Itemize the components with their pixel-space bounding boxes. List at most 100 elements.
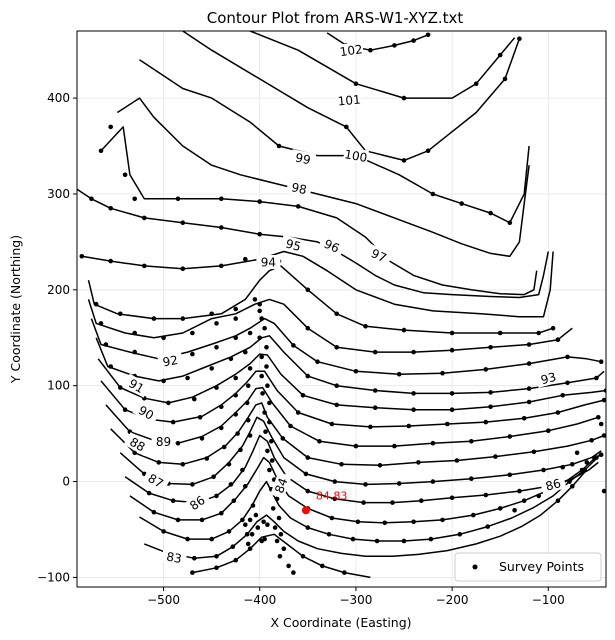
- contour-label: 94: [261, 256, 276, 270]
- survey-point: [303, 471, 309, 477]
- survey-point: [329, 515, 335, 521]
- x-tick-label: −200: [436, 593, 469, 607]
- survey-point: [267, 419, 272, 425]
- survey-point: [249, 532, 255, 537]
- survey-point: [598, 359, 604, 365]
- contour-label: 84: [272, 476, 290, 495]
- x-axis-title: X Coordinate (Easting): [270, 615, 411, 630]
- survey-point: [280, 436, 286, 441]
- survey-point: [300, 393, 306, 398]
- survey-point: [253, 512, 259, 518]
- survey-point: [574, 450, 580, 456]
- survey-point: [286, 563, 291, 569]
- survey-point: [197, 415, 203, 420]
- survey-point: [342, 570, 347, 575]
- survey-point: [350, 536, 356, 542]
- survey-point: [449, 495, 455, 501]
- survey-point: [257, 199, 263, 204]
- survey-point: [259, 538, 265, 544]
- contour-label: 86: [544, 476, 562, 493]
- survey-point: [211, 474, 216, 480]
- survey-point: [277, 554, 283, 559]
- survey-point: [526, 386, 532, 391]
- survey-point: [541, 467, 546, 473]
- survey-point: [233, 335, 238, 341]
- survey-point: [180, 316, 186, 321]
- survey-point: [497, 52, 503, 58]
- contour-line-95: [81, 250, 554, 318]
- survey-point: [260, 391, 265, 396]
- survey-point: [401, 158, 407, 163]
- survey-point: [252, 297, 258, 302]
- survey-point: [245, 541, 251, 547]
- survey-point: [192, 555, 197, 561]
- survey-point: [259, 316, 265, 321]
- survey-point: [326, 532, 332, 537]
- survey-point: [276, 515, 282, 521]
- survey-point: [247, 517, 253, 523]
- contour-label: 97: [369, 246, 389, 265]
- survey-point: [353, 81, 359, 86]
- survey-point: [274, 496, 280, 502]
- contour-label-bg: [157, 351, 184, 370]
- contour-label: 99: [294, 151, 312, 168]
- contour-label-bg: [336, 92, 362, 109]
- survey-point: [416, 460, 421, 465]
- survey-point: [305, 455, 311, 460]
- survey-point: [493, 454, 498, 459]
- legend: Survey Points: [454, 552, 602, 582]
- survey-point: [89, 196, 94, 202]
- survey-point: [257, 335, 263, 341]
- survey-point: [517, 36, 522, 41]
- survey-point: [377, 463, 383, 468]
- contour-line-97: [100, 126, 538, 296]
- plot-frame: [76, 30, 607, 588]
- survey-point: [603, 388, 606, 393]
- survey-point: [445, 421, 450, 427]
- survey-point: [440, 517, 445, 523]
- survey-point: [497, 506, 503, 511]
- contour-label-bg: [123, 432, 152, 457]
- survey-point: [267, 400, 272, 406]
- survey-point: [390, 500, 395, 505]
- survey-point: [272, 525, 278, 530]
- survey-point: [363, 482, 368, 487]
- survey-point: [265, 522, 270, 527]
- contour-label: 88: [127, 435, 147, 455]
- survey-point: [471, 512, 476, 518]
- survey-point: [146, 490, 152, 496]
- survey-point: [250, 503, 256, 508]
- contour-line-99: [139, 59, 530, 224]
- survey-point: [329, 421, 335, 427]
- y-axis-title: Y Coordinate (Northing): [8, 235, 23, 384]
- survey-point: [485, 524, 491, 529]
- survey-point: [245, 417, 251, 423]
- survey-point: [555, 337, 561, 343]
- survey-point: [231, 498, 237, 504]
- highlight-point: [301, 506, 310, 515]
- survey-point: [469, 476, 474, 482]
- contour-label: 102: [339, 42, 364, 59]
- survey-point: [315, 359, 320, 365]
- survey-point: [151, 316, 157, 321]
- contour-label-bg: [141, 468, 170, 493]
- survey-point: [305, 287, 311, 293]
- survey-point: [98, 148, 104, 154]
- survey-point: [214, 554, 219, 559]
- survey-point: [579, 467, 585, 473]
- survey-point: [406, 423, 412, 429]
- survey-point: [411, 407, 416, 413]
- survey-point: [507, 434, 513, 439]
- contour-label-bg: [122, 373, 151, 398]
- contour-label-bg: [183, 490, 212, 516]
- survey-point: [185, 375, 190, 381]
- survey-point: [170, 498, 176, 504]
- survey-point: [567, 479, 572, 484]
- survey-point: [235, 431, 240, 436]
- survey-point: [204, 456, 210, 461]
- survey-point: [243, 484, 248, 489]
- survey-point: [483, 492, 489, 498]
- survey-point: [247, 433, 253, 438]
- survey-point: [396, 371, 402, 377]
